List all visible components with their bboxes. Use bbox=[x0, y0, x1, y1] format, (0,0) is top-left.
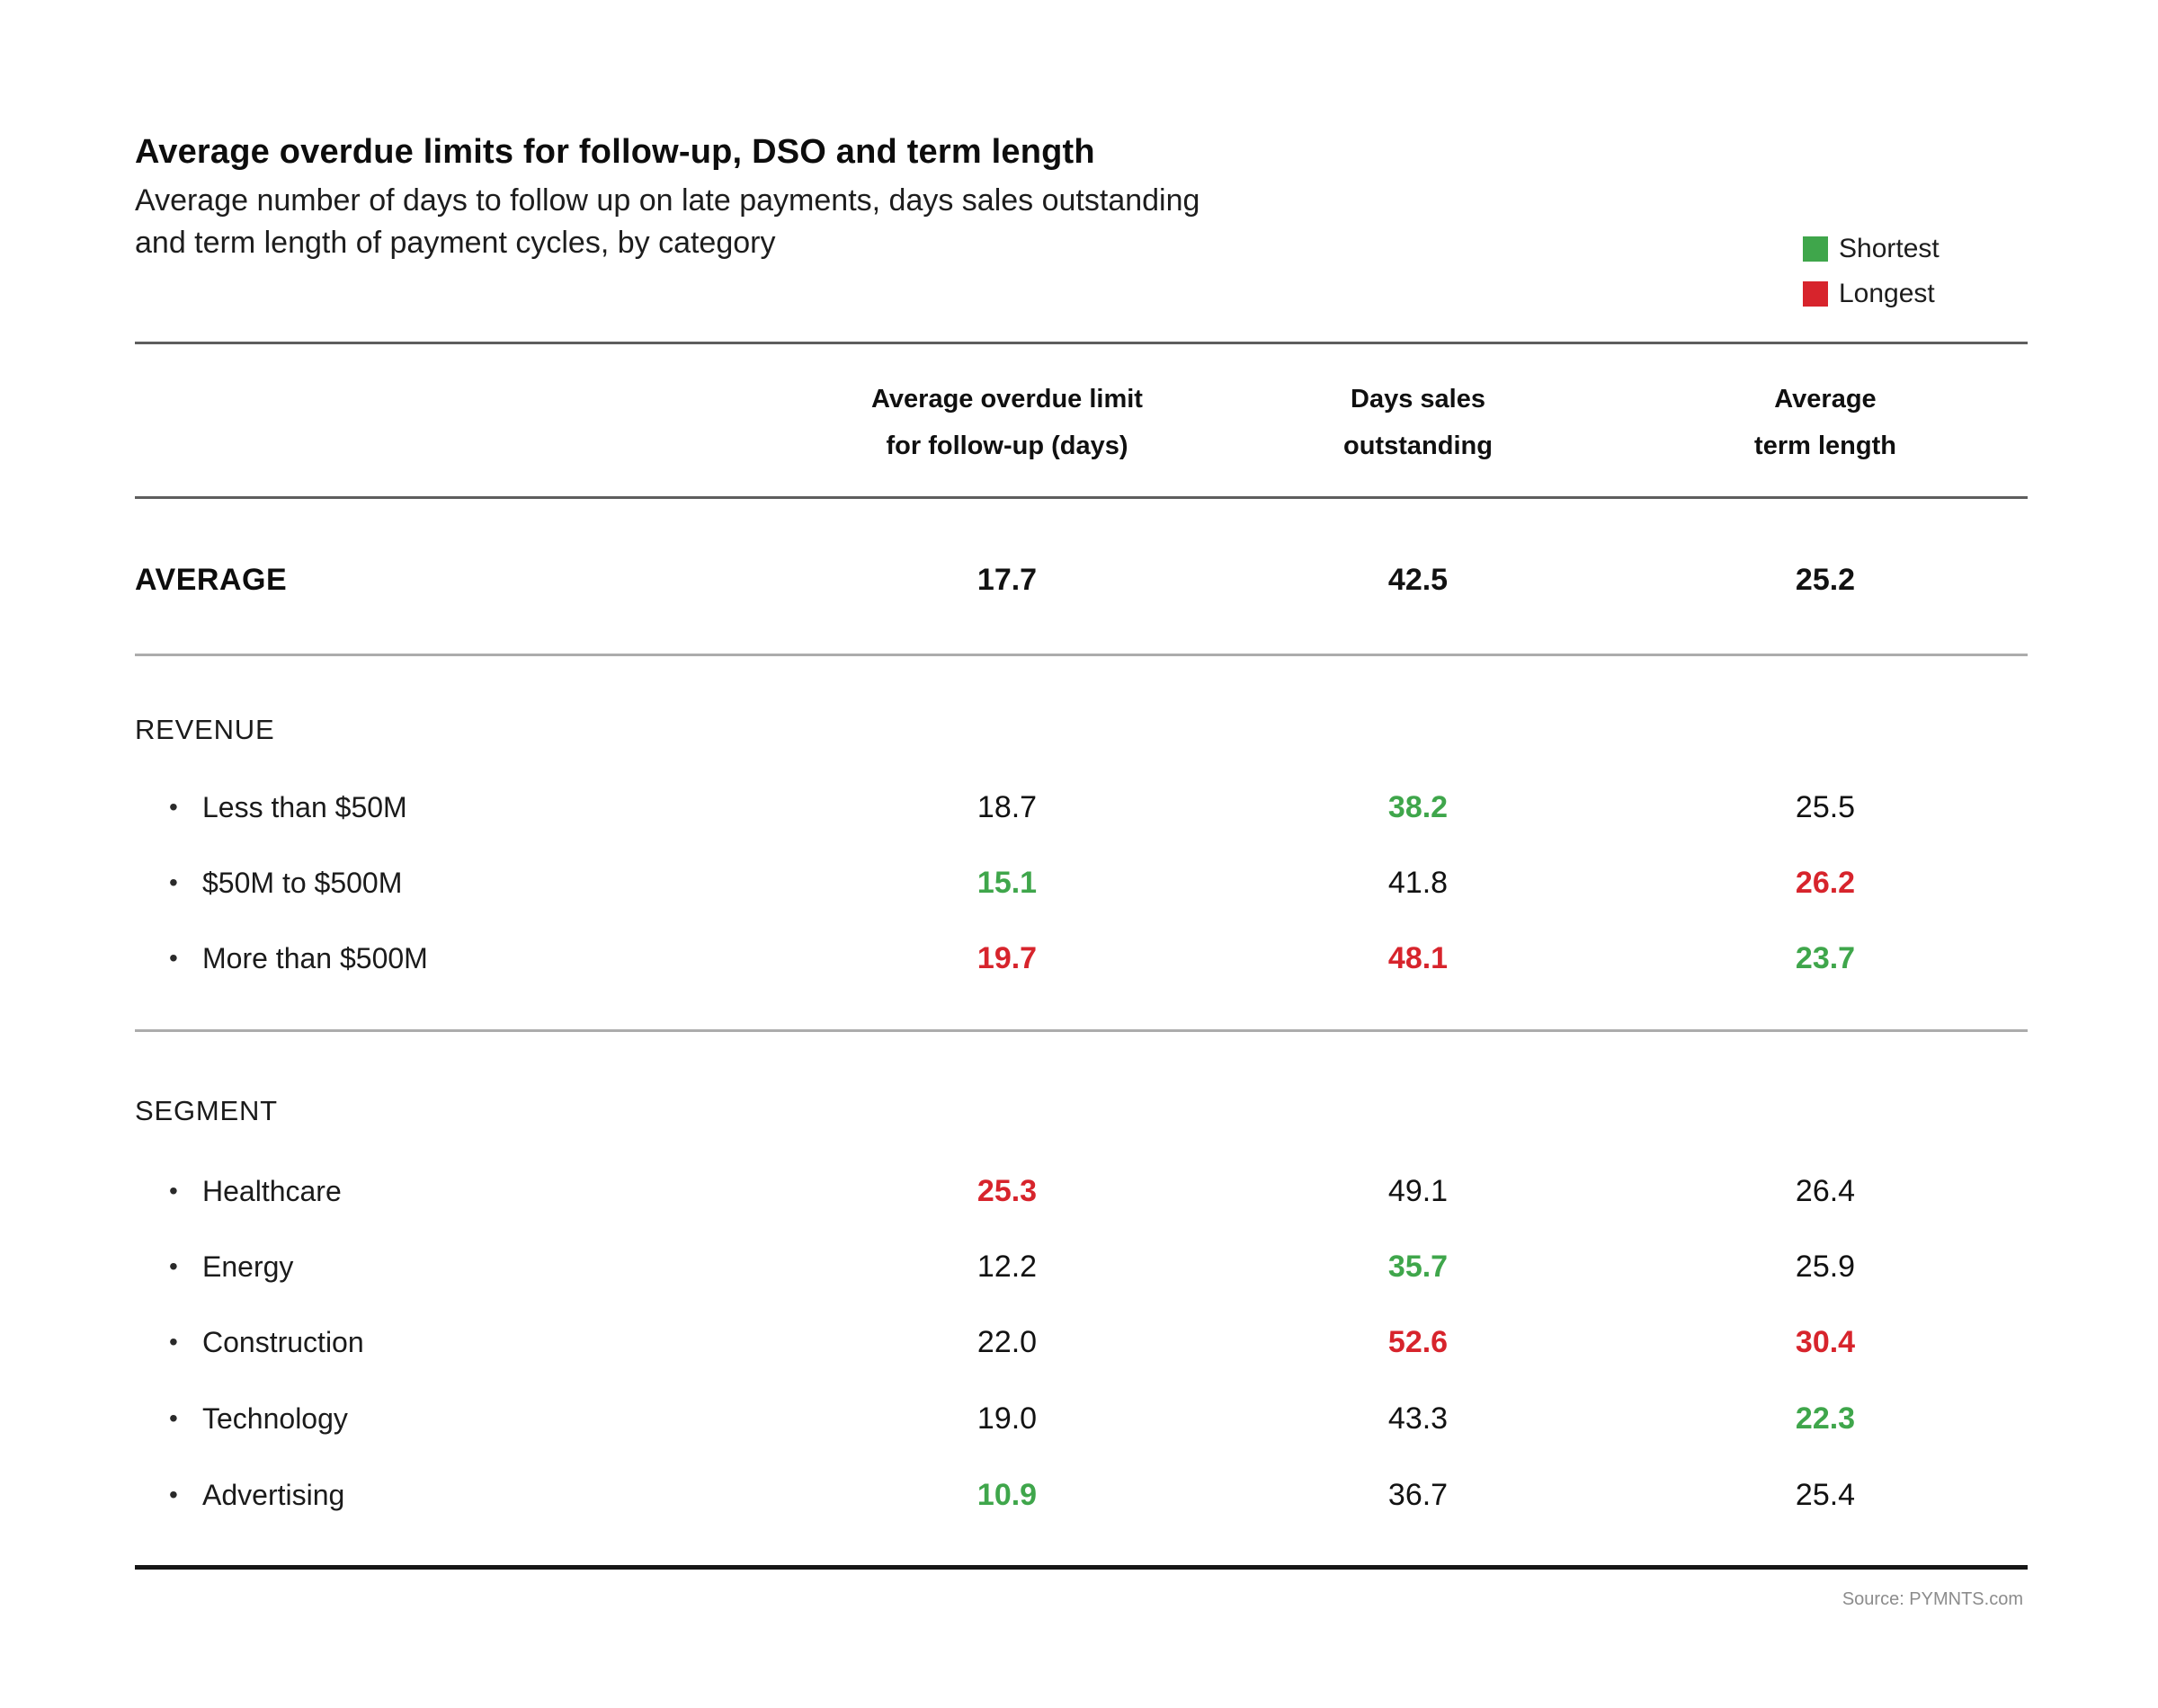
divider-below-average bbox=[135, 654, 2028, 656]
section-row-revenue: REVENUE bbox=[135, 708, 2028, 752]
cell-value: 36.7 bbox=[1387, 1478, 1449, 1512]
cell-value: 25.9 bbox=[1795, 1250, 1856, 1284]
cell-value: 19.7 bbox=[976, 941, 1038, 975]
cell-value: 49.1 bbox=[1387, 1174, 1449, 1208]
table-row-advertising: • Advertising 10.9 36.7 25.4 bbox=[135, 1473, 2028, 1517]
table-row-less-than-50m: • Less than $50M 18.7 38.2 25.5 bbox=[135, 786, 2028, 829]
bullet-icon: • bbox=[169, 793, 178, 821]
divider-below-headers bbox=[135, 496, 2028, 499]
column-header-line: term length bbox=[1754, 431, 1896, 460]
bullet-icon: • bbox=[169, 868, 178, 896]
subtitle-line-2: and term length of payment cycles, by ca… bbox=[135, 226, 776, 260]
cell-value: 26.4 bbox=[1795, 1174, 1856, 1208]
cell-value: 48.1 bbox=[1387, 941, 1449, 975]
table-row-energy: • Energy 12.2 35.7 25.9 bbox=[135, 1245, 2028, 1288]
cell-value: 52.6 bbox=[1387, 1325, 1449, 1359]
column-header-overdue-limit: Average overdue limit for follow-up (day… bbox=[782, 376, 1232, 469]
column-header-term-length: Average term length bbox=[1601, 376, 2050, 469]
cell-value: 25.3 bbox=[976, 1174, 1038, 1208]
divider-below-revenue bbox=[135, 1029, 2028, 1032]
table-row-50m-to-500m: • $50M to $500M 15.1 41.8 26.2 bbox=[135, 861, 2028, 904]
cell-value: 18.7 bbox=[976, 790, 1038, 824]
row-label: Advertising bbox=[202, 1479, 345, 1511]
longest-swatch-icon bbox=[1803, 281, 1828, 307]
divider-top bbox=[135, 342, 2028, 344]
row-label: $50M to $500M bbox=[202, 867, 403, 899]
shortest-swatch-icon bbox=[1803, 236, 1828, 262]
divider-bottom bbox=[135, 1565, 2028, 1570]
column-header-dso: Days sales outstanding bbox=[1193, 376, 1643, 469]
bullet-icon: • bbox=[169, 1481, 178, 1508]
row-label: Healthcare bbox=[202, 1175, 342, 1207]
section-heading-revenue: REVENUE bbox=[135, 714, 275, 745]
cell-average-overdue: 17.7 bbox=[976, 563, 1038, 597]
source-credit: Source: PYMNTS.com bbox=[1841, 1589, 2023, 1609]
cell-value: 35.7 bbox=[1387, 1250, 1449, 1284]
bullet-icon: • bbox=[169, 944, 178, 972]
cell-value: 23.7 bbox=[1795, 941, 1856, 975]
table-row-construction: • Construction 22.0 52.6 30.4 bbox=[135, 1321, 2028, 1364]
cell-value: 25.5 bbox=[1795, 790, 1856, 824]
column-header-line: for follow-up (days) bbox=[886, 431, 1128, 460]
legend-item-shortest: Shortest bbox=[1803, 234, 1940, 263]
cell-value: 26.2 bbox=[1795, 866, 1856, 900]
bullet-icon: • bbox=[169, 1404, 178, 1432]
legend: Shortest Longest bbox=[1803, 234, 1940, 308]
cell-value: 10.9 bbox=[976, 1478, 1038, 1512]
column-header-line: Average bbox=[1774, 385, 1877, 414]
legend-item-longest: Longest bbox=[1803, 279, 1940, 308]
table-row-technology: • Technology 19.0 43.3 22.3 bbox=[135, 1397, 2028, 1440]
cell-value: 12.2 bbox=[976, 1250, 1038, 1284]
cell-value: 22.3 bbox=[1795, 1401, 1856, 1436]
page-title: Average overdue limits for follow-up, DS… bbox=[135, 133, 1095, 171]
cell-average-dso: 42.5 bbox=[1387, 563, 1449, 597]
table-row-more-than-500m: • More than $500M 19.7 48.1 23.7 bbox=[135, 937, 2028, 980]
row-label: Construction bbox=[202, 1326, 364, 1358]
cell-value: 22.0 bbox=[976, 1325, 1038, 1359]
section-heading-segment: SEGMENT bbox=[135, 1095, 278, 1126]
section-row-segment: SEGMENT bbox=[135, 1090, 2028, 1133]
row-label: Technology bbox=[202, 1402, 348, 1435]
bullet-icon: • bbox=[169, 1252, 178, 1280]
table-row-healthcare: • Healthcare 25.3 49.1 26.4 bbox=[135, 1170, 2028, 1213]
table-row-average: AVERAGE 17.7 42.5 25.2 bbox=[135, 558, 2028, 601]
bullet-icon: • bbox=[169, 1177, 178, 1205]
column-header-line: Days sales bbox=[1351, 385, 1485, 414]
average-row-label: AVERAGE bbox=[135, 563, 288, 597]
subtitle-line-1: Average number of days to follow up on l… bbox=[135, 183, 1200, 218]
column-header-line: outstanding bbox=[1343, 431, 1493, 460]
chart-subtitle: Average number of days to follow up on l… bbox=[135, 180, 1484, 264]
column-header-line: Average overdue limit bbox=[871, 385, 1143, 414]
cell-value: 41.8 bbox=[1387, 866, 1449, 900]
cell-value: 19.0 bbox=[976, 1401, 1038, 1436]
row-label: More than $500M bbox=[202, 942, 428, 974]
cell-average-term: 25.2 bbox=[1795, 563, 1856, 597]
cell-value: 43.3 bbox=[1387, 1401, 1449, 1436]
row-label: Energy bbox=[202, 1250, 294, 1283]
legend-label-shortest: Shortest bbox=[1839, 234, 1940, 263]
cell-value: 25.4 bbox=[1795, 1478, 1856, 1512]
legend-label-longest: Longest bbox=[1839, 279, 1935, 308]
cell-value: 30.4 bbox=[1795, 1325, 1856, 1359]
cell-value: 15.1 bbox=[976, 866, 1038, 900]
bullet-icon: • bbox=[169, 1328, 178, 1356]
cell-value: 38.2 bbox=[1387, 790, 1449, 824]
row-label: Less than $50M bbox=[202, 791, 407, 823]
